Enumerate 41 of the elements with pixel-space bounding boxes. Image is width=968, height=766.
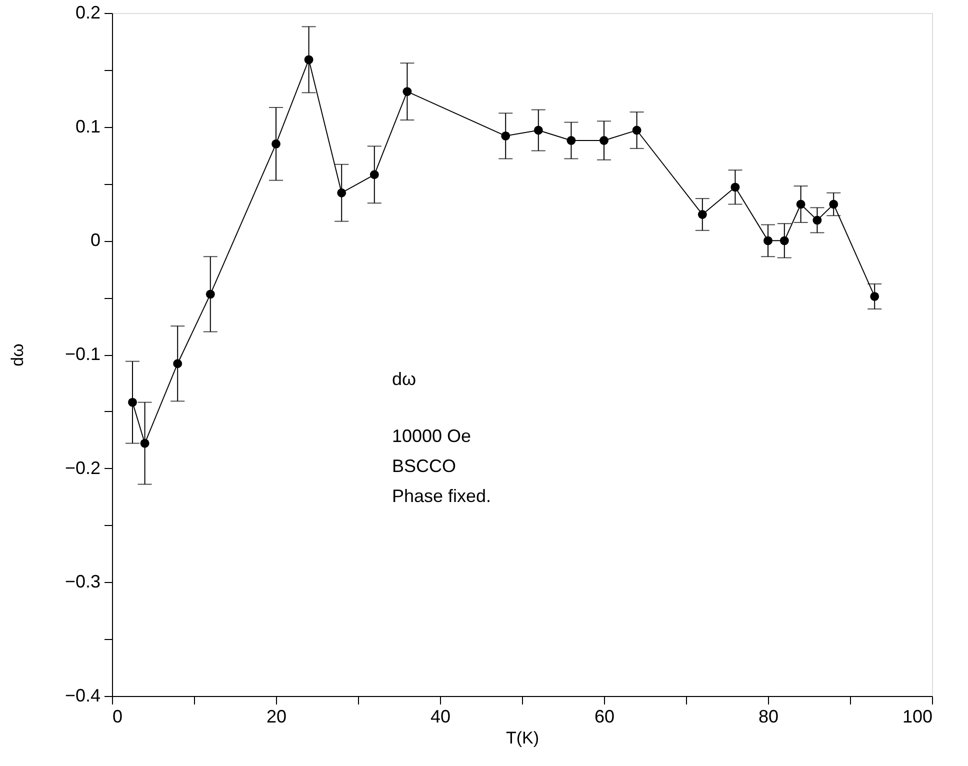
point (173, 359, 182, 368)
x-tick-label: 100 (902, 706, 932, 726)
y-tick-label: −0.2 (64, 458, 100, 478)
annotation: Phase fixed. (392, 486, 492, 506)
point (812, 216, 822, 225)
point (780, 236, 789, 246)
point (870, 292, 880, 301)
point (566, 136, 576, 145)
annotation: 10000 Oe (392, 426, 472, 446)
point (206, 290, 215, 299)
point (730, 182, 740, 192)
point (140, 438, 150, 448)
x-tick-label: 0 (112, 706, 123, 726)
point (272, 139, 280, 148)
y-tick-label: −0.4 (64, 686, 100, 706)
x-tick-label: 20 (266, 706, 287, 726)
point (632, 126, 642, 135)
y-tick-label: 0 (90, 230, 100, 250)
point (402, 87, 412, 96)
annotation: BSCCO (392, 456, 456, 476)
point (796, 200, 806, 209)
point (128, 398, 137, 407)
y-axis-title: dω (8, 344, 27, 366)
y-tick-label: −0.1 (64, 344, 100, 364)
y-tick-label: −0.3 (64, 572, 100, 592)
x-tick-label: 60 (594, 706, 615, 726)
point (829, 200, 838, 209)
point (337, 188, 346, 198)
x-tick-label: 40 (430, 706, 451, 726)
point (764, 236, 772, 246)
annotation: dω (392, 369, 416, 389)
point (304, 55, 314, 64)
y-tick-label: 0.2 (75, 2, 100, 22)
point (501, 131, 510, 140)
y-tick-label: 0.1 (75, 116, 100, 136)
point (534, 126, 543, 135)
point (698, 210, 707, 219)
x-tick-label: 80 (758, 706, 779, 726)
point (600, 136, 608, 145)
x-axis-title: T(K) (506, 728, 540, 748)
point (370, 170, 379, 180)
